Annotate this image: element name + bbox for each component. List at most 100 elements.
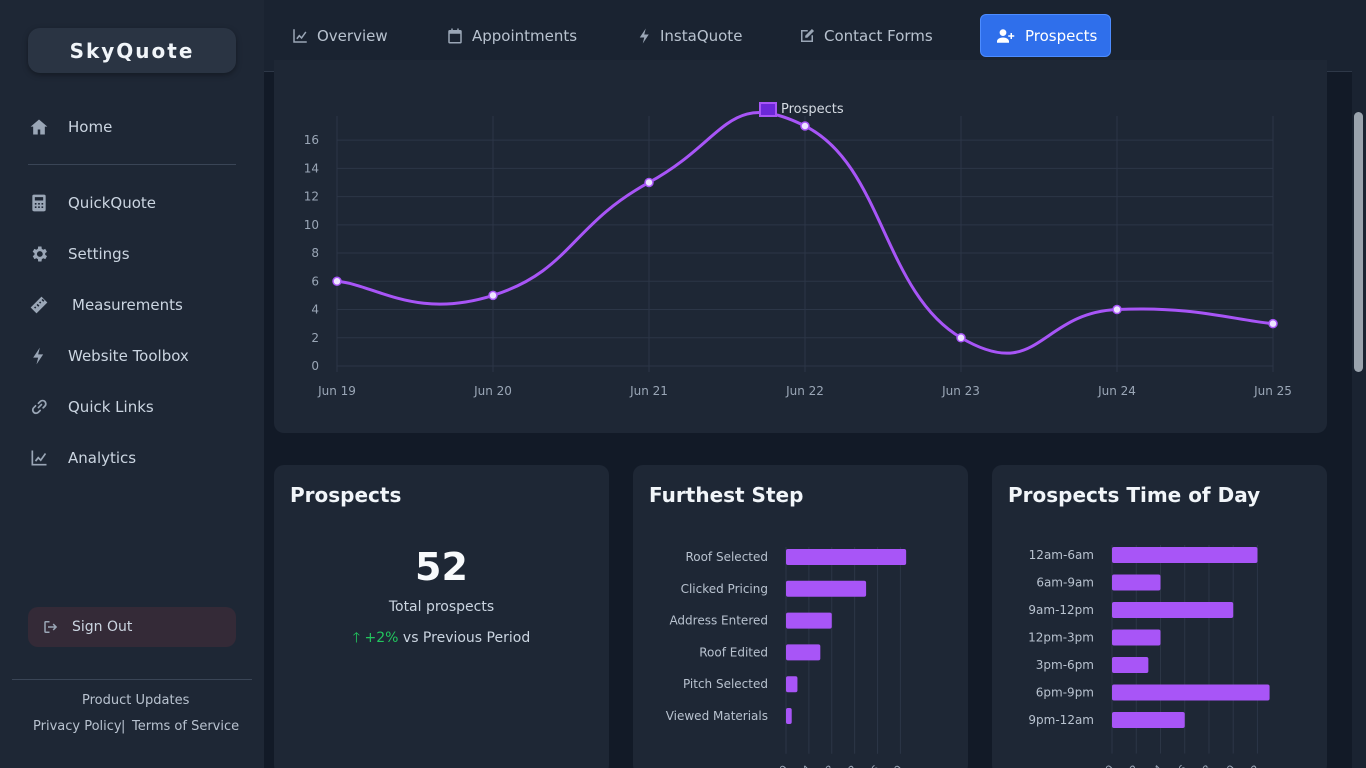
- privacy-policy-link[interactable]: Privacy Policy: [33, 719, 122, 734]
- gear-icon: [28, 243, 50, 265]
- chart-line-icon: [291, 27, 309, 45]
- sidebar-item-label: Settings: [68, 245, 130, 263]
- bolt-icon: [636, 27, 654, 45]
- category-label: Clicked Pricing: [681, 582, 768, 596]
- y-tick-label: 12: [304, 190, 319, 204]
- y-tick-label: 16: [304, 133, 319, 147]
- chart-line-icon: [28, 447, 50, 469]
- sidebar-item-label: Measurements: [72, 296, 183, 314]
- furthest-step-bar-chart: 0 4 8 12 1620 Roof Selected Clicked Pricing Add…: [666, 547, 907, 768]
- legend-swatch: [759, 102, 777, 117]
- category-label: 3pm-6pm: [1036, 658, 1094, 672]
- card-title: Furthest Step: [649, 483, 804, 507]
- category-label: 6am-9am: [1036, 576, 1094, 590]
- sidebar-item-label: Analytics: [68, 449, 137, 467]
- total-prospects-value: 52: [415, 545, 468, 589]
- sign-out-icon: [42, 618, 60, 636]
- tab-appointments[interactable]: Appointments: [432, 14, 591, 57]
- card-title: Prospects: [290, 483, 402, 507]
- category-label: Viewed Materials: [666, 709, 768, 723]
- ruler-icon: [28, 294, 50, 316]
- bar: [1112, 712, 1185, 728]
- calendar-icon: [446, 27, 464, 45]
- app-logo[interactable]: SkyQuote: [28, 28, 236, 73]
- trend-change: +2%: [364, 630, 399, 646]
- x-tick-label: 16: [864, 763, 883, 768]
- sidebar-item-website-toolbox[interactable]: Website Toolbox: [28, 338, 236, 374]
- y-tick-label: 8: [311, 246, 319, 260]
- x-tick-label: Jun 23: [941, 384, 980, 398]
- product-updates-link[interactable]: Product Updates: [82, 693, 190, 708]
- sidebar-item-label: Quick Links: [68, 398, 154, 416]
- y-tick-label: 14: [304, 161, 319, 175]
- category-label: 9pm-12am: [1028, 713, 1094, 727]
- scrollbar-thumb[interactable]: [1354, 112, 1363, 372]
- bar: [786, 708, 792, 724]
- bar: [1112, 629, 1161, 646]
- home-icon: [28, 116, 50, 138]
- data-point: [644, 177, 654, 188]
- data-point: [1112, 304, 1122, 315]
- edit-icon: [798, 27, 816, 45]
- prospects-summary-card: Prospects 52 Total prospects 🡑 +2% vs Pr…: [274, 465, 609, 768]
- calculator-icon: [28, 192, 50, 214]
- footer-separator: |: [121, 719, 126, 734]
- x-tick-label: 10: [1219, 762, 1238, 768]
- furthest-step-card: Furthest Step 0 4 8 12 1620 Roof Selected Clic…: [633, 465, 968, 768]
- x-tick-label: 6: [1176, 762, 1190, 768]
- footer-divider: [12, 679, 252, 680]
- terms-of-service-link[interactable]: Terms of Service: [132, 719, 240, 734]
- sidebar-item-quick-links[interactable]: Quick Links: [28, 389, 236, 425]
- tab-prospects[interactable]: Prospects: [980, 14, 1111, 57]
- data-point: [1268, 318, 1278, 329]
- category-label: Pitch Selected: [683, 677, 768, 691]
- data-point: [488, 290, 498, 301]
- category-label: 12pm-3pm: [1028, 631, 1094, 645]
- total-prospects-label: Total prospects: [388, 599, 495, 615]
- tab-instaquote[interactable]: InstaQuote: [622, 14, 756, 57]
- data-point: [956, 333, 966, 343]
- tab-label: Contact Forms: [824, 26, 933, 45]
- sign-out-button[interactable]: Sign Out: [28, 607, 236, 647]
- bar: [786, 549, 907, 565]
- sidebar: SkyQuote Home QuickQuote Settings Measur…: [0, 0, 264, 768]
- sidebar-item-home[interactable]: Home: [28, 109, 236, 145]
- trend-suffix: vs Previous Period: [402, 630, 531, 646]
- sidebar-item-measurements[interactable]: Measurements: [28, 287, 236, 323]
- card-title: Prospects Time of Day: [1008, 483, 1261, 507]
- sidebar-item-analytics[interactable]: Analytics: [28, 440, 236, 476]
- sidebar-item-quickquote[interactable]: QuickQuote: [28, 185, 236, 221]
- tab-overview[interactable]: Overview: [277, 14, 402, 57]
- x-tick-label: Jun 25: [1253, 384, 1292, 398]
- sidebar-item-settings[interactable]: Settings: [28, 236, 236, 272]
- x-tick-label: 20: [886, 763, 905, 768]
- x-tick-label: 12: [1243, 762, 1262, 768]
- category-label: Roof Selected: [685, 550, 768, 564]
- category-label: Address Entered: [669, 614, 768, 628]
- x-tick-label: Jun 22: [785, 384, 824, 398]
- tab-contact-forms[interactable]: Contact Forms: [784, 14, 947, 57]
- time-of-day-bar-chart: 0 2 4 6 8 10 12 12am-6am 6am-9am 9am-12pm 12pm-3pm…: [1028, 545, 1270, 768]
- x-tick-label: 2: [1127, 762, 1141, 768]
- x-tick-label: 12: [841, 763, 860, 768]
- x-tick-label: 8: [823, 763, 837, 768]
- time-of-day-card: Prospects Time of Day 0 2 4 6 8 10 12 12am-6am 6…: [992, 465, 1327, 768]
- y-tick-label: 0: [311, 359, 319, 373]
- sign-out-label: Sign Out: [72, 619, 133, 635]
- trend-indicator: 🡑 +2% vs Previous Period: [274, 627, 609, 651]
- x-tick-label: Jun 24: [1097, 384, 1136, 398]
- bar: [786, 580, 867, 597]
- sidebar-divider: [28, 164, 236, 165]
- sidebar-item-label: QuickQuote: [68, 194, 157, 212]
- prospects-line-chart: 0 2 4 6 8 10 12 14 16 Jun 19 Jun 20 Jun 21 Jun 22 Jun…: [304, 102, 1292, 398]
- bar: [1112, 574, 1161, 591]
- y-tick-label: 2: [311, 331, 319, 345]
- bar: [1112, 547, 1258, 563]
- x-tick-label: Jun 21: [629, 384, 668, 398]
- tab-label: Appointments: [472, 26, 578, 45]
- data-point: [332, 276, 342, 287]
- y-tick-label: 4: [311, 303, 319, 317]
- arrow-up-icon: 🡑: [352, 630, 361, 646]
- x-tick-label: 4: [800, 763, 814, 768]
- tab-label: Prospects: [1025, 26, 1098, 45]
